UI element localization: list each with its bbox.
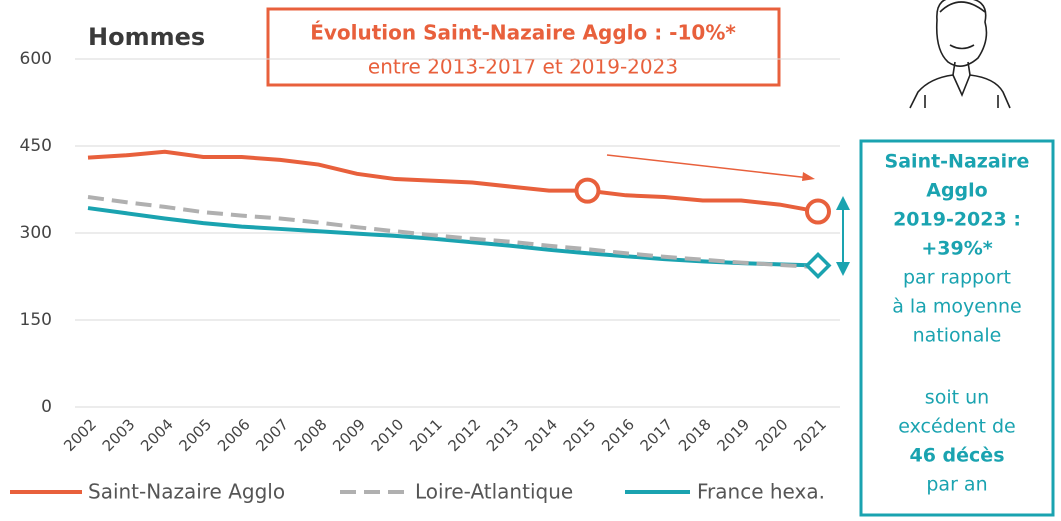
x-tick-label: 2020 bbox=[752, 415, 792, 455]
series-line bbox=[87, 195, 819, 270]
annotation-subtitle: entre 2013-2017 et 2019-2023 bbox=[368, 55, 678, 79]
legend-label: Saint-Nazaire Agglo bbox=[88, 480, 285, 504]
x-tick-label: 2006 bbox=[214, 415, 254, 455]
series-line bbox=[87, 149, 819, 214]
y-tick-label: 600 bbox=[20, 49, 52, 69]
trend-arrow bbox=[606, 154, 811, 179]
highlight-marker bbox=[805, 198, 831, 225]
highlight-marker bbox=[804, 252, 832, 279]
x-tick-label: 2010 bbox=[368, 415, 408, 455]
y-tick-label: 0 bbox=[41, 397, 52, 417]
x-tick-label: 2005 bbox=[176, 415, 216, 455]
side-box-line: nationale bbox=[913, 325, 1002, 347]
y-tick-label: 150 bbox=[20, 310, 52, 330]
legend-label: Loire-Atlantique bbox=[415, 480, 573, 504]
x-tick-label: 2016 bbox=[598, 415, 638, 455]
side-box bbox=[859, 139, 1055, 517]
side-box-line: +39%* bbox=[921, 238, 992, 260]
x-tick-label: 2015 bbox=[560, 415, 600, 455]
side-box-line: excédent de bbox=[898, 416, 1015, 438]
y-tick-label: 300 bbox=[20, 223, 52, 243]
x-tick-label: 2004 bbox=[137, 415, 177, 455]
legend-label: France hexa. bbox=[697, 480, 825, 504]
trend-arrow-head bbox=[802, 172, 815, 181]
x-tick-label: 2017 bbox=[637, 415, 677, 455]
side-box-line: 46 décès bbox=[910, 445, 1005, 467]
x-tick-label: 2018 bbox=[675, 415, 715, 455]
person-icon bbox=[909, 0, 1011, 109]
y-tick-label: 450 bbox=[20, 136, 52, 156]
annotation-title: Évolution Saint-Nazaire Agglo : -10%* bbox=[310, 21, 736, 45]
x-tick-label: 2011 bbox=[406, 415, 446, 455]
x-tick-label: 2007 bbox=[252, 415, 292, 455]
x-tick-label: 2021 bbox=[790, 415, 830, 455]
x-tick-label: 2013 bbox=[483, 415, 523, 455]
x-tick-label: 2019 bbox=[713, 415, 753, 455]
side-box-line: à la moyenne bbox=[892, 296, 1021, 318]
side-box-line: par an bbox=[926, 474, 987, 496]
x-tick-label: 2014 bbox=[521, 415, 561, 455]
annotation-box bbox=[266, 7, 781, 87]
side-box-line: par rapport bbox=[903, 267, 1011, 289]
side-box-line: soit un bbox=[925, 387, 989, 409]
x-tick-label: 2012 bbox=[444, 415, 484, 455]
side-box-line: Saint-Nazaire bbox=[885, 151, 1030, 173]
side-box-line: 2019-2023 : bbox=[893, 209, 1021, 231]
side-box-line: Agglo bbox=[926, 180, 987, 202]
chart-title: Hommes bbox=[88, 23, 205, 51]
x-tick-label: 2009 bbox=[329, 415, 369, 455]
x-tick-label: 2008 bbox=[291, 415, 331, 455]
x-tick-label: 2003 bbox=[99, 415, 139, 455]
highlight-marker bbox=[574, 177, 601, 204]
x-tick-label: 2002 bbox=[60, 415, 100, 455]
